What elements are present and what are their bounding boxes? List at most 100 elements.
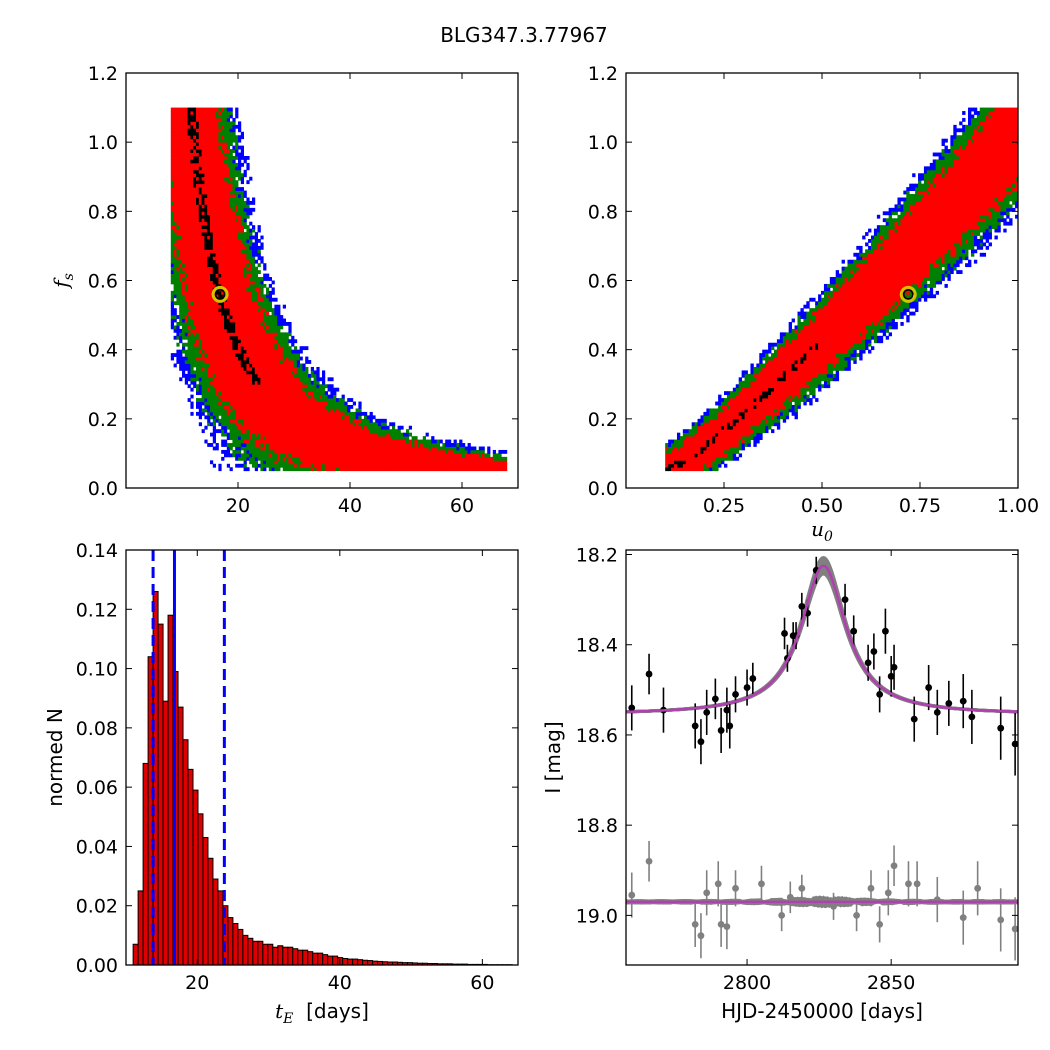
sigma1-cell <box>212 190 216 195</box>
sigma2-cell <box>229 173 233 178</box>
sigma2-cell <box>243 453 247 458</box>
sigma1-cell <box>249 290 253 295</box>
sigma1-cell <box>721 418 725 423</box>
sigma1-cell <box>735 443 740 447</box>
sigma2-cell <box>260 304 264 309</box>
sigma1-cell <box>414 467 418 472</box>
sigma1-cell <box>212 197 216 202</box>
sigma1-cell <box>252 304 256 309</box>
sigma1-cell <box>232 405 236 409</box>
sigma2-cell <box>676 446 681 451</box>
sigma1-cell <box>198 332 202 337</box>
sigma1-cell <box>718 422 722 427</box>
sigma2-cell <box>229 166 233 171</box>
sigma2-cell <box>257 432 261 437</box>
sigma2-cell <box>190 335 194 340</box>
sigma3-cell <box>224 453 228 458</box>
sigma1-cell <box>238 294 242 299</box>
sigma1-cell <box>224 387 228 392</box>
best-density-cell <box>229 315 233 319</box>
sigma2-cell <box>198 339 202 344</box>
sigma1-cell <box>207 277 211 281</box>
sigma1-cell <box>380 463 384 468</box>
sigma1-cell <box>243 297 247 302</box>
sigma2-cell <box>744 377 748 382</box>
sigma1-cell <box>252 391 256 396</box>
sigma1-cell <box>201 366 205 371</box>
sigma1-cell <box>310 446 314 451</box>
sigma2-cell <box>229 190 233 195</box>
sigma1-cell <box>271 332 275 337</box>
sigma2-cell <box>198 398 202 402</box>
sigma1-cell <box>201 114 205 119</box>
sigma1-cell <box>226 190 230 195</box>
sigma1-cell <box>408 443 412 447</box>
x-tick-label: 60 <box>450 495 474 517</box>
sigma1-cell <box>254 308 258 313</box>
sigma1-cell <box>366 439 370 444</box>
sigma2-cell <box>341 415 345 420</box>
sigma1-cell <box>400 456 404 461</box>
sigma1-cell <box>729 401 734 406</box>
sigma2-cell <box>176 259 180 264</box>
sigma2-cell <box>232 429 236 434</box>
y-tick-label: 1.2 <box>88 63 118 85</box>
sigma1-cell <box>268 373 272 378</box>
sigma1-cell <box>176 204 180 209</box>
sigma1-cell <box>190 183 194 188</box>
sigma1-cell <box>721 449 725 454</box>
best-density-cell <box>243 360 247 364</box>
sigma1-cell <box>347 415 351 420</box>
sigma1-cell <box>285 446 289 451</box>
sigma1-cell <box>296 401 300 406</box>
sigma1-cell <box>257 405 261 409</box>
sigma1-cell <box>210 180 214 185</box>
sigma2-cell <box>288 332 292 337</box>
sigma1-cell <box>350 446 354 451</box>
sigma2-cell <box>380 422 384 427</box>
sigma1-cell <box>718 453 722 458</box>
sigma1-cell <box>697 449 701 454</box>
sigma1-cell <box>238 325 242 330</box>
sigma1-cell <box>198 252 202 257</box>
sigma1-cell <box>232 387 236 392</box>
sigma1-cell <box>712 422 716 427</box>
sigma3-cell <box>246 207 250 212</box>
sigma3-cell <box>718 463 722 468</box>
sigma1-cell <box>271 335 275 340</box>
sigma2-cell <box>676 443 681 447</box>
sigma1-cell <box>235 405 239 409</box>
sigma1-cell <box>372 439 376 444</box>
sigma1-cell <box>210 138 214 143</box>
sigma1-cell <box>721 411 725 416</box>
sigma2-cell <box>277 339 281 344</box>
best-density-cell <box>232 346 236 351</box>
sigma1-cell <box>285 373 289 378</box>
sigma2-cell <box>229 422 233 427</box>
sigma1-cell <box>327 436 331 440</box>
sigma2-cell <box>179 235 183 240</box>
sigma2-cell <box>299 460 303 465</box>
sigma1-cell <box>243 280 247 285</box>
sigma1-cell <box>266 418 270 423</box>
sigma3-cell <box>327 377 331 382</box>
sigma1-cell <box>252 422 256 427</box>
sigma3-cell <box>682 429 687 434</box>
sigma2-cell <box>709 411 713 416</box>
sigma1-cell <box>338 449 342 454</box>
sigma3-cell <box>257 252 261 257</box>
sigma1-cell <box>198 245 202 250</box>
sigma1-cell <box>324 411 328 416</box>
sigma1-cell <box>193 290 197 295</box>
sigma1-cell <box>268 408 272 413</box>
sigma1-cell <box>184 169 188 174</box>
sigma1-cell <box>182 138 186 143</box>
sigma1-cell <box>215 221 219 226</box>
sigma1-cell <box>196 304 200 309</box>
sigma1-cell <box>280 380 284 385</box>
sigma1-cell <box>504 460 508 465</box>
sigma1-cell <box>221 200 225 205</box>
sigma3-cell <box>498 449 502 454</box>
sigma1-cell <box>288 394 292 399</box>
sigma1-cell <box>448 456 452 461</box>
